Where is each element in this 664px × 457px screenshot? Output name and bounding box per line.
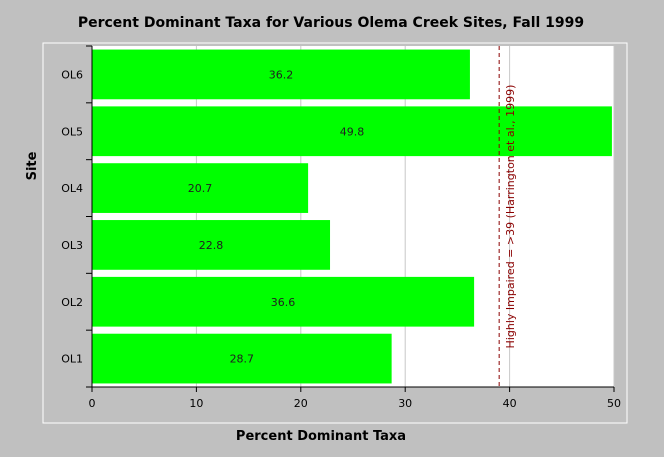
x-tick-label-40: 40	[503, 397, 517, 410]
reference-line-label: Highly Impaired = >39 (Harrington et al.…	[504, 85, 517, 349]
data-label-ol2: 36.6	[271, 296, 296, 309]
x-axis-label: Percent Dominant Taxa	[236, 429, 406, 444]
data-label-ol4: 20.7	[188, 182, 213, 195]
bar-ol2	[92, 276, 475, 327]
y-axis-label: Site	[25, 151, 40, 180]
bar-ol3	[92, 220, 331, 270]
bar-ol1	[92, 333, 392, 384]
y-tick-label-ol6: OL6	[61, 68, 83, 81]
y-tick-label-ol2: OL2	[61, 296, 83, 309]
bar-ol4	[92, 163, 309, 213]
plot-background	[92, 46, 614, 387]
x-tick-label-10: 10	[189, 397, 203, 410]
x-tick-label-20: 20	[294, 397, 308, 410]
data-label-ol6: 36.2	[269, 68, 294, 81]
x-tick-label-0: 0	[89, 397, 96, 410]
y-tick-label-ol1: OL1	[61, 353, 83, 366]
x-tick-label-50: 50	[607, 397, 621, 410]
bar-ol5	[92, 106, 612, 157]
y-tick-label-ol4: OL4	[61, 182, 83, 195]
bar-ol6	[92, 49, 470, 100]
data-label-ol3: 22.8	[199, 239, 224, 252]
chart-title: Percent Dominant Taxa for Various Olema …	[78, 15, 584, 31]
y-tick-label-ol3: OL3	[61, 239, 83, 252]
data-label-ol1: 28.7	[230, 353, 255, 366]
x-tick-label-30: 30	[398, 397, 412, 410]
y-tick-label-ol5: OL5	[61, 125, 83, 138]
plot-area: 28.7 OL1 36.6 OL2 22.8 OL3 20.7 OL4 49.8 OL5 36.2 O…	[61, 45, 621, 410]
data-label-ol5: 49.8	[340, 125, 365, 138]
